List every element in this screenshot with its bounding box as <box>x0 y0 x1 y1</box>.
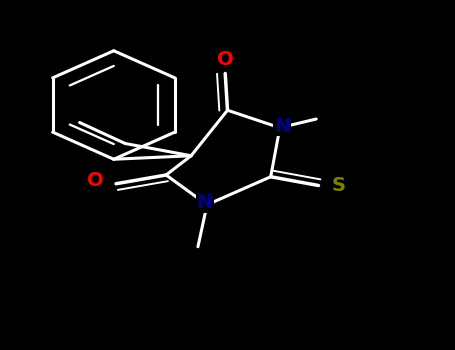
Text: O: O <box>87 171 104 190</box>
Text: S: S <box>332 176 346 195</box>
Text: N: N <box>197 194 213 212</box>
Text: O: O <box>217 50 233 69</box>
Text: N: N <box>274 117 290 135</box>
